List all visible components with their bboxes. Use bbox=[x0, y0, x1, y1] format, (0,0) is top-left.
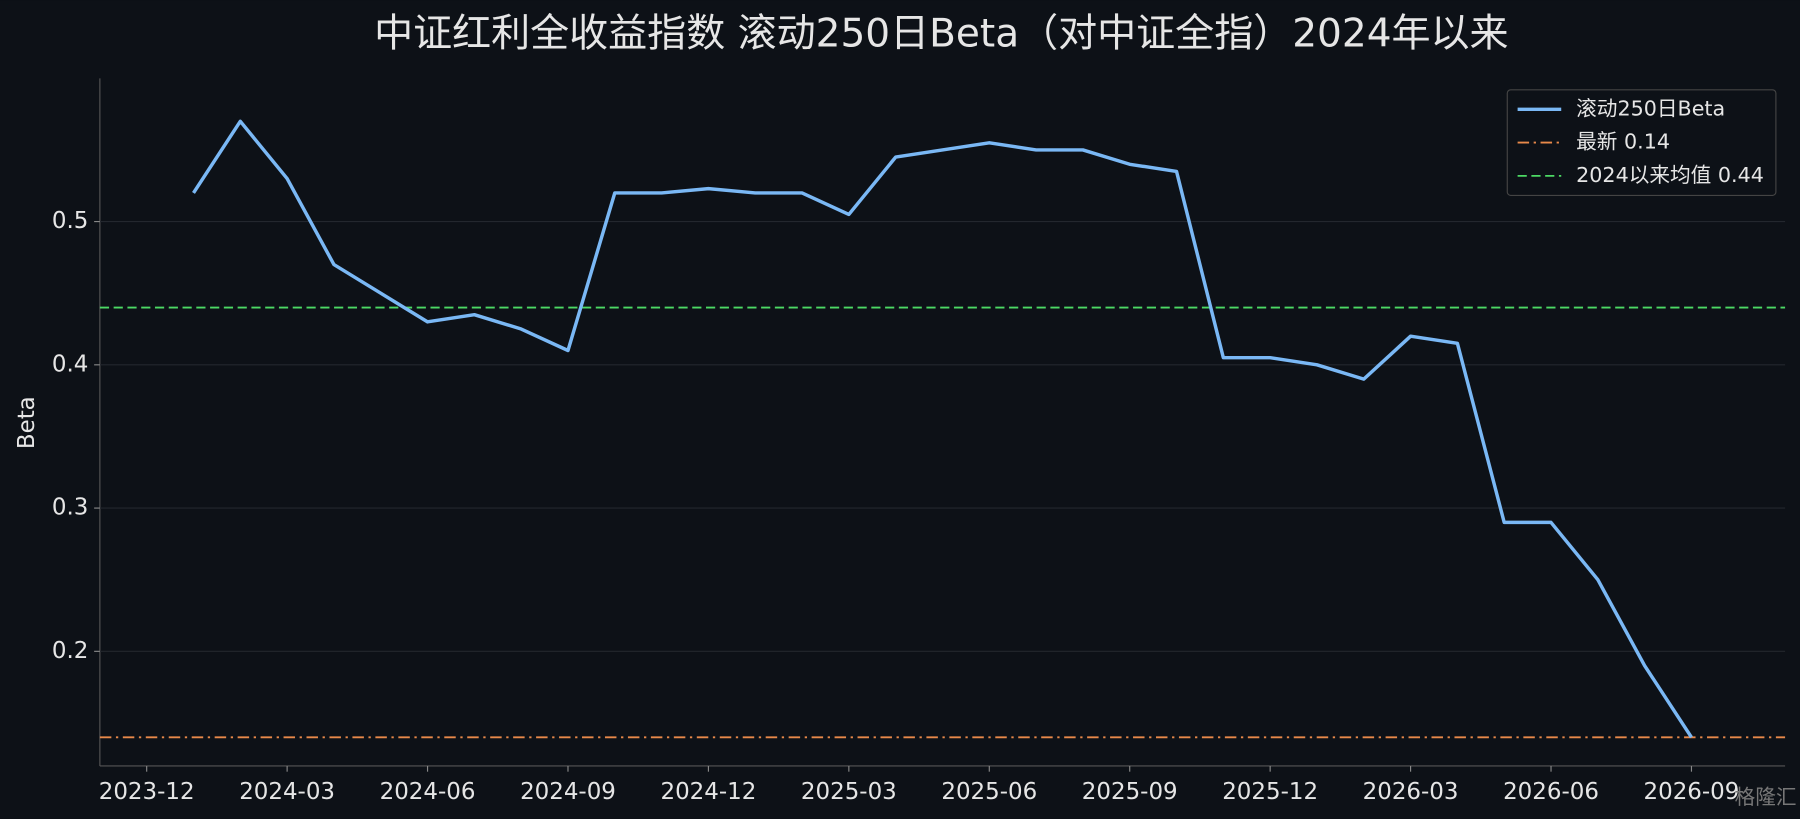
x-tick-label: 2024-06 bbox=[380, 779, 476, 805]
plot-area: 0.2 0.3 0.4 0.5 2023-12 2024-03 2024-06 2024-09… bbox=[52, 119, 1786, 805]
watermark: 格隆汇 bbox=[1735, 785, 1797, 809]
y-tick-label: 0.2 bbox=[52, 638, 88, 664]
legend-box bbox=[1506, 89, 1777, 196]
x-tick-label: 2023-12 bbox=[99, 779, 195, 805]
legend-label: 2024以来均值 0.44 bbox=[1576, 163, 1764, 187]
x-tick-label: 2026-03 bbox=[1363, 779, 1459, 805]
x-tick-label: 2025-03 bbox=[801, 779, 897, 805]
y-tick-label: 0.4 bbox=[52, 351, 88, 377]
legend: 滚动250日Beta 最新 0.14 2024以来均值 0.44 bbox=[1506, 89, 1777, 196]
x-tick-label: 2024-09 bbox=[520, 779, 616, 805]
chart-title: 中证红利全收益指数 滚动250日Beta（对中证全指）2024年以来 bbox=[374, 11, 1508, 56]
x-tick-label: 2025-09 bbox=[1082, 779, 1178, 805]
y-tick-label: 0.5 bbox=[52, 208, 88, 234]
legend-label: 最新 0.14 bbox=[1576, 130, 1670, 154]
y-tick-label: 0.3 bbox=[52, 495, 88, 521]
x-tick-label: 2025-12 bbox=[1222, 779, 1318, 805]
x-tick-label: 2026-09 bbox=[1644, 779, 1740, 805]
x-tick-label: 2025-06 bbox=[941, 779, 1037, 805]
x-tick-label: 2024-12 bbox=[660, 779, 756, 805]
data-line bbox=[192, 119, 1693, 739]
y-axis-label: Beta bbox=[14, 396, 40, 449]
x-tick-label: 2026-06 bbox=[1503, 779, 1599, 805]
legend-label: 滚动250日Beta bbox=[1576, 96, 1725, 120]
x-tick-label: 2024-03 bbox=[239, 779, 335, 805]
